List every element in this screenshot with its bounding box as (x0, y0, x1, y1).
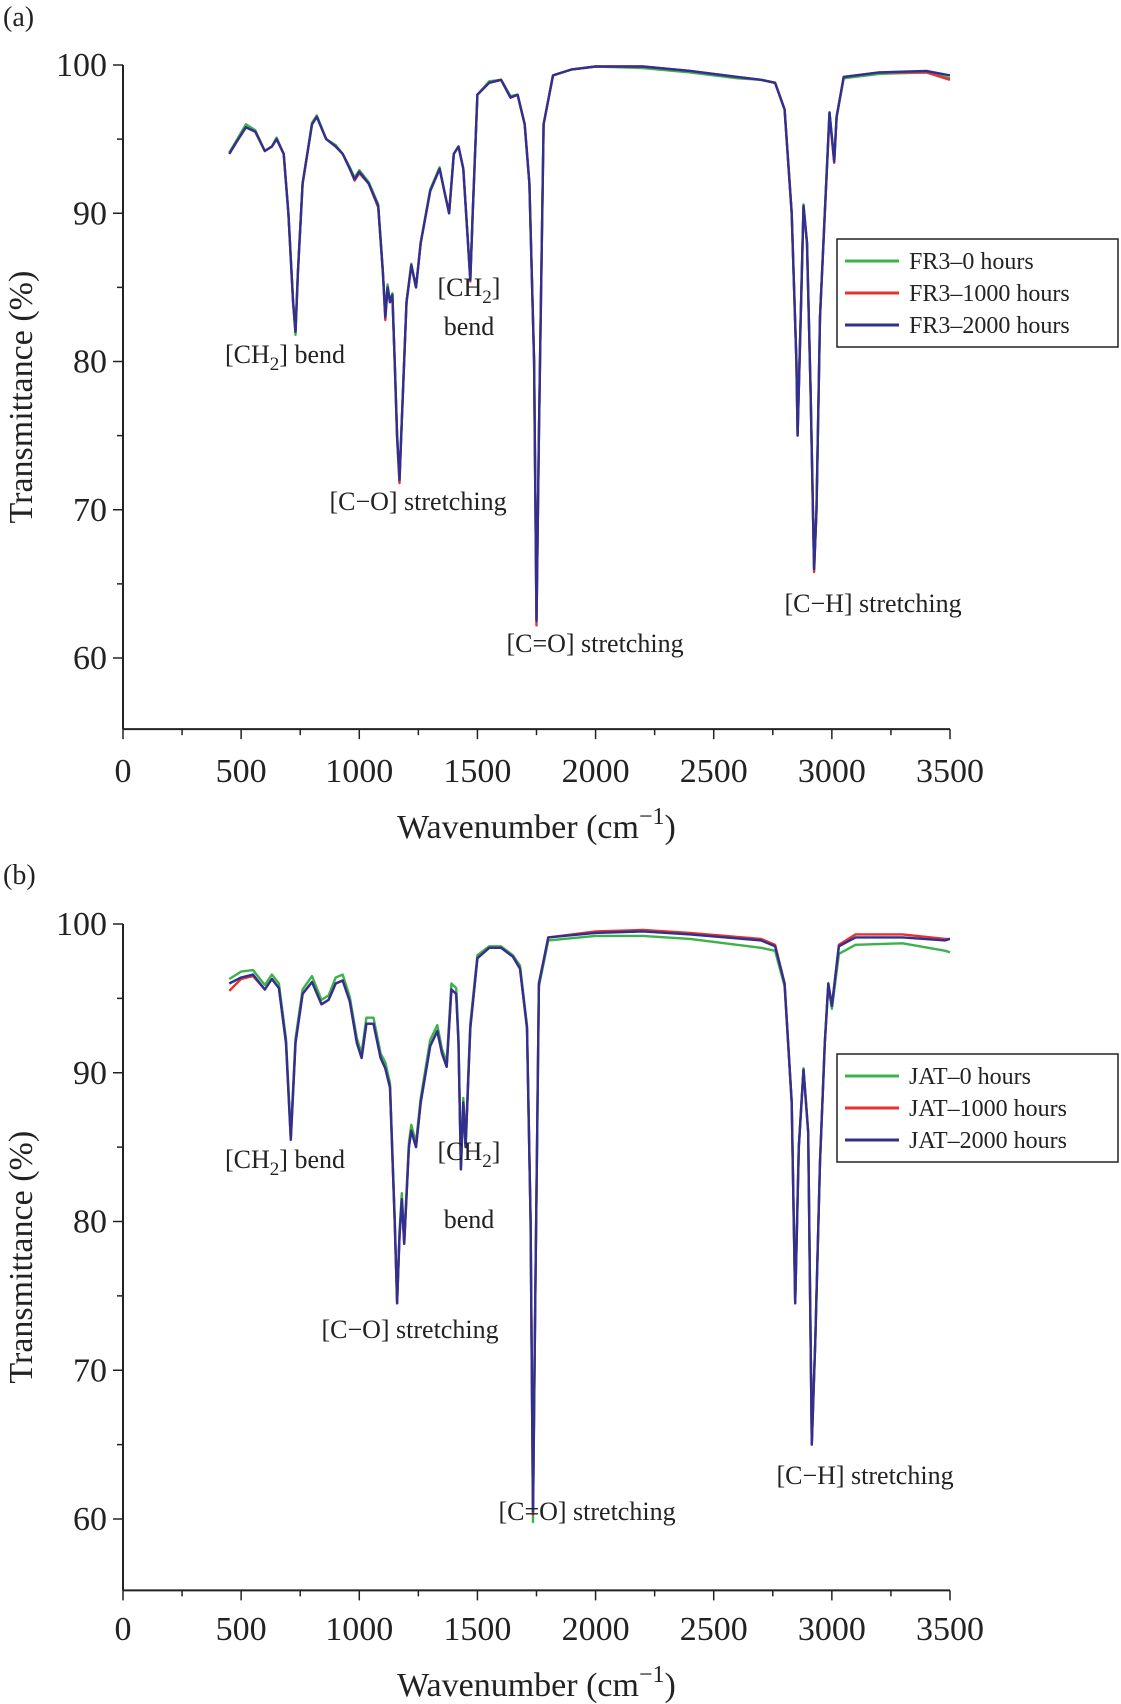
legend-label: JAT–2000 hours (909, 1128, 1067, 1154)
x-axis-title-end: ) (665, 1667, 676, 1704)
annotation-text-end: ] (492, 273, 501, 302)
y-tick-label: 60 (73, 1501, 107, 1538)
legend-label: JAT–1000 hours (909, 1096, 1067, 1122)
peak-annotation: [C−O] stretching (329, 487, 506, 516)
y-tick-label: 80 (73, 1204, 107, 1241)
annotation-text: [C−H] stretching (776, 1461, 953, 1490)
x-axis-title: Wavenumber (cm−1) (397, 1662, 676, 1704)
x-tick-label: 2000 (562, 1611, 630, 1648)
peak-annotation: [CH2] (438, 273, 501, 308)
annotation-text-end: ] bend (279, 340, 345, 369)
annotation-text: [C−H] stretching (784, 589, 961, 618)
annotation-text: [C−O] stretching (321, 1315, 498, 1344)
x-tick-label: 2000 (562, 753, 630, 790)
annotation-subscript: 2 (482, 287, 492, 308)
legend-label: FR3–0 hours (909, 249, 1034, 275)
peak-annotation: [CH2] bend (225, 340, 345, 375)
series-line-1 (228, 928, 950, 1516)
peak-annotation: [C=O] stretching (498, 1497, 675, 1526)
y-axis-title: Transmittance (%) (3, 271, 40, 524)
annotation-subscript: 2 (270, 1159, 280, 1180)
y-tick-label: 100 (56, 47, 107, 84)
x-tick-label: 1000 (325, 1611, 393, 1648)
x-axis-title-text: Wavenumber (cm (397, 809, 639, 846)
peak-annotation: [C−O] stretching (321, 1315, 498, 1344)
annotation-subscript: 2 (270, 354, 280, 375)
y-tick-label: 60 (73, 640, 107, 677)
x-tick-label: 2500 (680, 753, 748, 790)
annotation-text: [CH (225, 1145, 270, 1174)
panel-label: (b) (3, 860, 36, 891)
peak-annotation: [C−H] stretching (784, 589, 961, 618)
annotation-text: [CH (438, 1137, 483, 1166)
panel-label: (a) (3, 2, 34, 33)
x-tick-label: 0 (115, 1611, 132, 1648)
legend: FR3–0 hours FR3–1000 hours FR3–2000 hours (836, 238, 1119, 348)
x-axis-title-text: Wavenumber (cm (397, 1667, 639, 1704)
y-tick-label: 70 (73, 492, 107, 529)
x-axis-title-superscript: −1 (639, 1662, 665, 1688)
annotation-subscript: 2 (482, 1151, 492, 1172)
annotation-text: [CH (225, 340, 270, 369)
legend: JAT–0 hours JAT–1000 hours JAT–2000 hours (836, 1053, 1119, 1163)
annotation-text: [CH (438, 273, 483, 302)
annotation-text: [C=O] stretching (506, 629, 683, 658)
y-tick-label: 90 (73, 1055, 107, 1092)
x-axis-title-end: ) (665, 809, 676, 846)
x-axis-title-superscript: −1 (639, 804, 665, 830)
y-axis-title: Transmittance (%) (3, 1131, 40, 1384)
series-line-2 (228, 65, 951, 623)
y-tick-label: 90 (73, 195, 107, 232)
legend-label: JAT–0 hours (909, 1064, 1031, 1090)
peak-annotation: [C=O] stretching (506, 629, 683, 658)
annotation-text: [C=O] stretching (498, 1497, 675, 1526)
annotation-text: [C−O] stretching (329, 487, 506, 516)
x-tick-label: 3500 (916, 1611, 984, 1648)
x-tick-label: 3000 (798, 753, 866, 790)
peak-annotation: [CH2] (438, 1137, 501, 1172)
peak-annotation: [C−H] stretching (776, 1461, 953, 1490)
x-tick-label: 3500 (916, 753, 984, 790)
x-tick-label: 1500 (443, 1611, 511, 1648)
x-axis-title: Wavenumber (cm−1) (397, 804, 676, 846)
peak-annotation: [CH2] bend (225, 1145, 345, 1180)
series-line-0 (228, 934, 951, 1524)
legend-label: FR3–2000 hours (909, 313, 1070, 339)
legend-label: FR3–1000 hours (909, 281, 1070, 307)
annotation-second-line: bend (444, 1205, 495, 1234)
annotation-text-end: ] bend (279, 1145, 345, 1174)
x-tick-label: 3000 (798, 1611, 866, 1648)
x-tick-label: 500 (216, 1611, 267, 1648)
annotation-second-line: bend (444, 312, 495, 341)
series-line-2 (228, 930, 951, 1513)
annotation-text-end: ] (492, 1137, 501, 1166)
x-tick-label: 1500 (443, 753, 511, 790)
x-tick-label: 500 (216, 753, 267, 790)
y-tick-label: 100 (56, 906, 107, 943)
panel-b: (b) 0 500 1000 1500 2000 2500 3000 3500 60 70 80 90 1… (3, 860, 1119, 1704)
y-tick-label: 70 (73, 1352, 107, 1389)
x-tick-label: 1000 (325, 753, 393, 790)
x-tick-label: 2500 (680, 1611, 748, 1648)
y-tick-label: 80 (73, 344, 107, 381)
panel-a: (a) 0 500 1000 1500 2000 2500 3000 3500 60 70 80 90 1… (3, 2, 1119, 846)
x-tick-label: 0 (115, 753, 132, 790)
